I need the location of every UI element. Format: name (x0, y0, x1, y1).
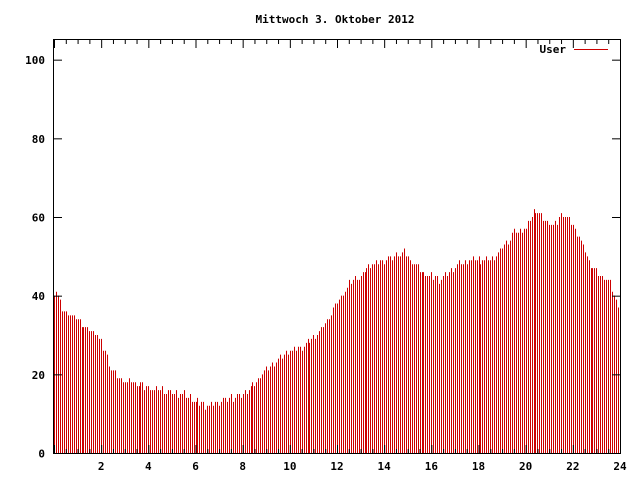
bar-group (54, 209, 619, 453)
x-tick-label: 14 (378, 460, 392, 473)
x-tick-label: 24 (613, 460, 627, 473)
x-tick-label: 18 (472, 460, 485, 473)
x-tick-label: 8 (239, 460, 246, 473)
x-tick-label: 12 (330, 460, 343, 473)
y-tick-label: 40 (32, 290, 45, 303)
y-tick-label: 80 (32, 133, 45, 146)
x-tick-label: 10 (283, 460, 296, 473)
x-tick-label: 6 (192, 460, 199, 473)
legend-label: User (540, 43, 567, 56)
legend: User (540, 43, 608, 56)
x-tick-label: 2 (98, 460, 105, 473)
x-tick-label: 20 (519, 460, 532, 473)
x-tick-label: 22 (566, 460, 579, 473)
y-tick-label: 0 (38, 448, 45, 461)
y-tick-label: 60 (32, 212, 45, 225)
x-axis: 2 4 6 8 10 12 14 16 18 20 22 24 (54, 40, 627, 473)
x-tick-label: 16 (425, 460, 439, 473)
x-tick-label: 4 (145, 460, 152, 473)
y-tick-label: 20 (32, 369, 45, 382)
plot-frame (53, 39, 621, 454)
chart-title: Mittwoch 3. Oktober 2012 (256, 13, 415, 26)
y-tick-label: 100 (25, 54, 45, 67)
y-axis: 0 20 40 60 80 100 (25, 54, 620, 461)
